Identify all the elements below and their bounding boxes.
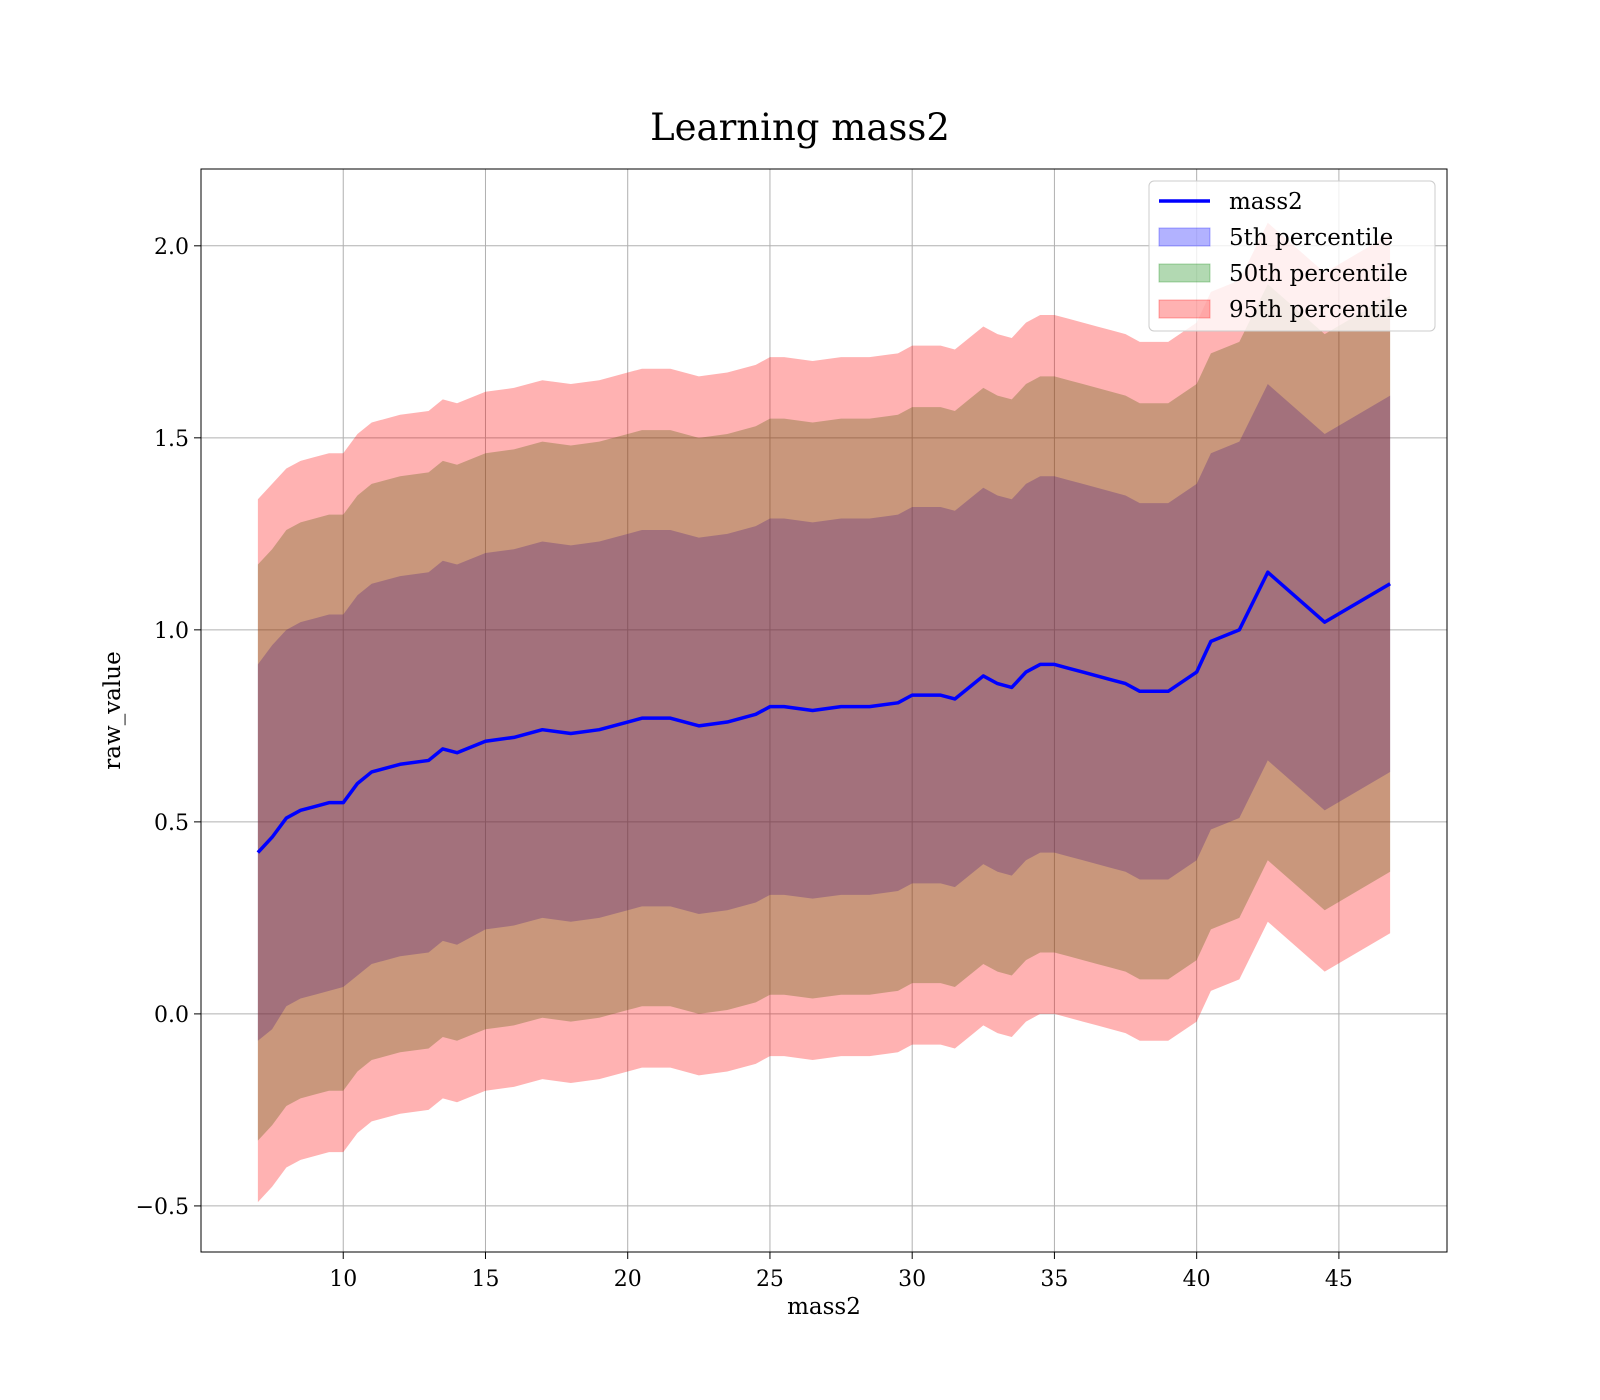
band-5th-percentile (257, 384, 1391, 1041)
x-tick-label: 10 (329, 1267, 357, 1292)
band-layer (257, 222, 1391, 1203)
band-95th-percentile (257, 222, 1391, 1203)
x-axis-label: mass2 (787, 1294, 861, 1320)
series-line-mass2 (256, 570, 1391, 854)
y-tick-label: −0.5 (136, 1195, 189, 1220)
legend-label: 5th percentile (1229, 225, 1393, 251)
x-tick-label: 40 (1183, 1267, 1211, 1292)
x-tick-label: 45 (1325, 1267, 1353, 1292)
x-tick-label: 30 (898, 1267, 926, 1292)
plot-frame (200, 168, 1448, 1253)
y-tick-label: 0.0 (154, 1003, 189, 1028)
x-tick-label: 25 (756, 1267, 784, 1292)
legend-swatch-patch (1158, 227, 1211, 247)
legend-label: 95th percentile (1229, 297, 1408, 323)
x-tick-label: 20 (614, 1267, 642, 1292)
x-tick-label: 15 (471, 1267, 499, 1292)
legend: mass2 5th percentile 50th percentile 95th p… (1148, 180, 1436, 332)
y-tick-label: 0.5 (154, 811, 189, 836)
y-axis-label: raw_value (100, 651, 126, 769)
legend-swatch-patch (1158, 299, 1211, 319)
chart-title: Learning mass2 (650, 106, 950, 149)
y-tick-label: 1.5 (154, 427, 189, 452)
legend-swatch-patch (1158, 263, 1211, 283)
line-layer (256, 570, 1391, 854)
x-tick-label: 35 (1040, 1267, 1068, 1292)
y-tick-label: 2.0 (154, 235, 189, 260)
band-50th-percentile (257, 284, 1391, 1141)
legend-box (1148, 180, 1436, 332)
tick-layer: 10 15 20 25 30 35 40 45 −0.5 0.0 0.5 1.0 1.5 2.0 (136, 235, 1353, 1292)
legend-label: mass2 (1229, 189, 1303, 215)
legend-label: 50th percentile (1229, 261, 1408, 287)
y-tick-label: 1.0 (154, 619, 189, 644)
